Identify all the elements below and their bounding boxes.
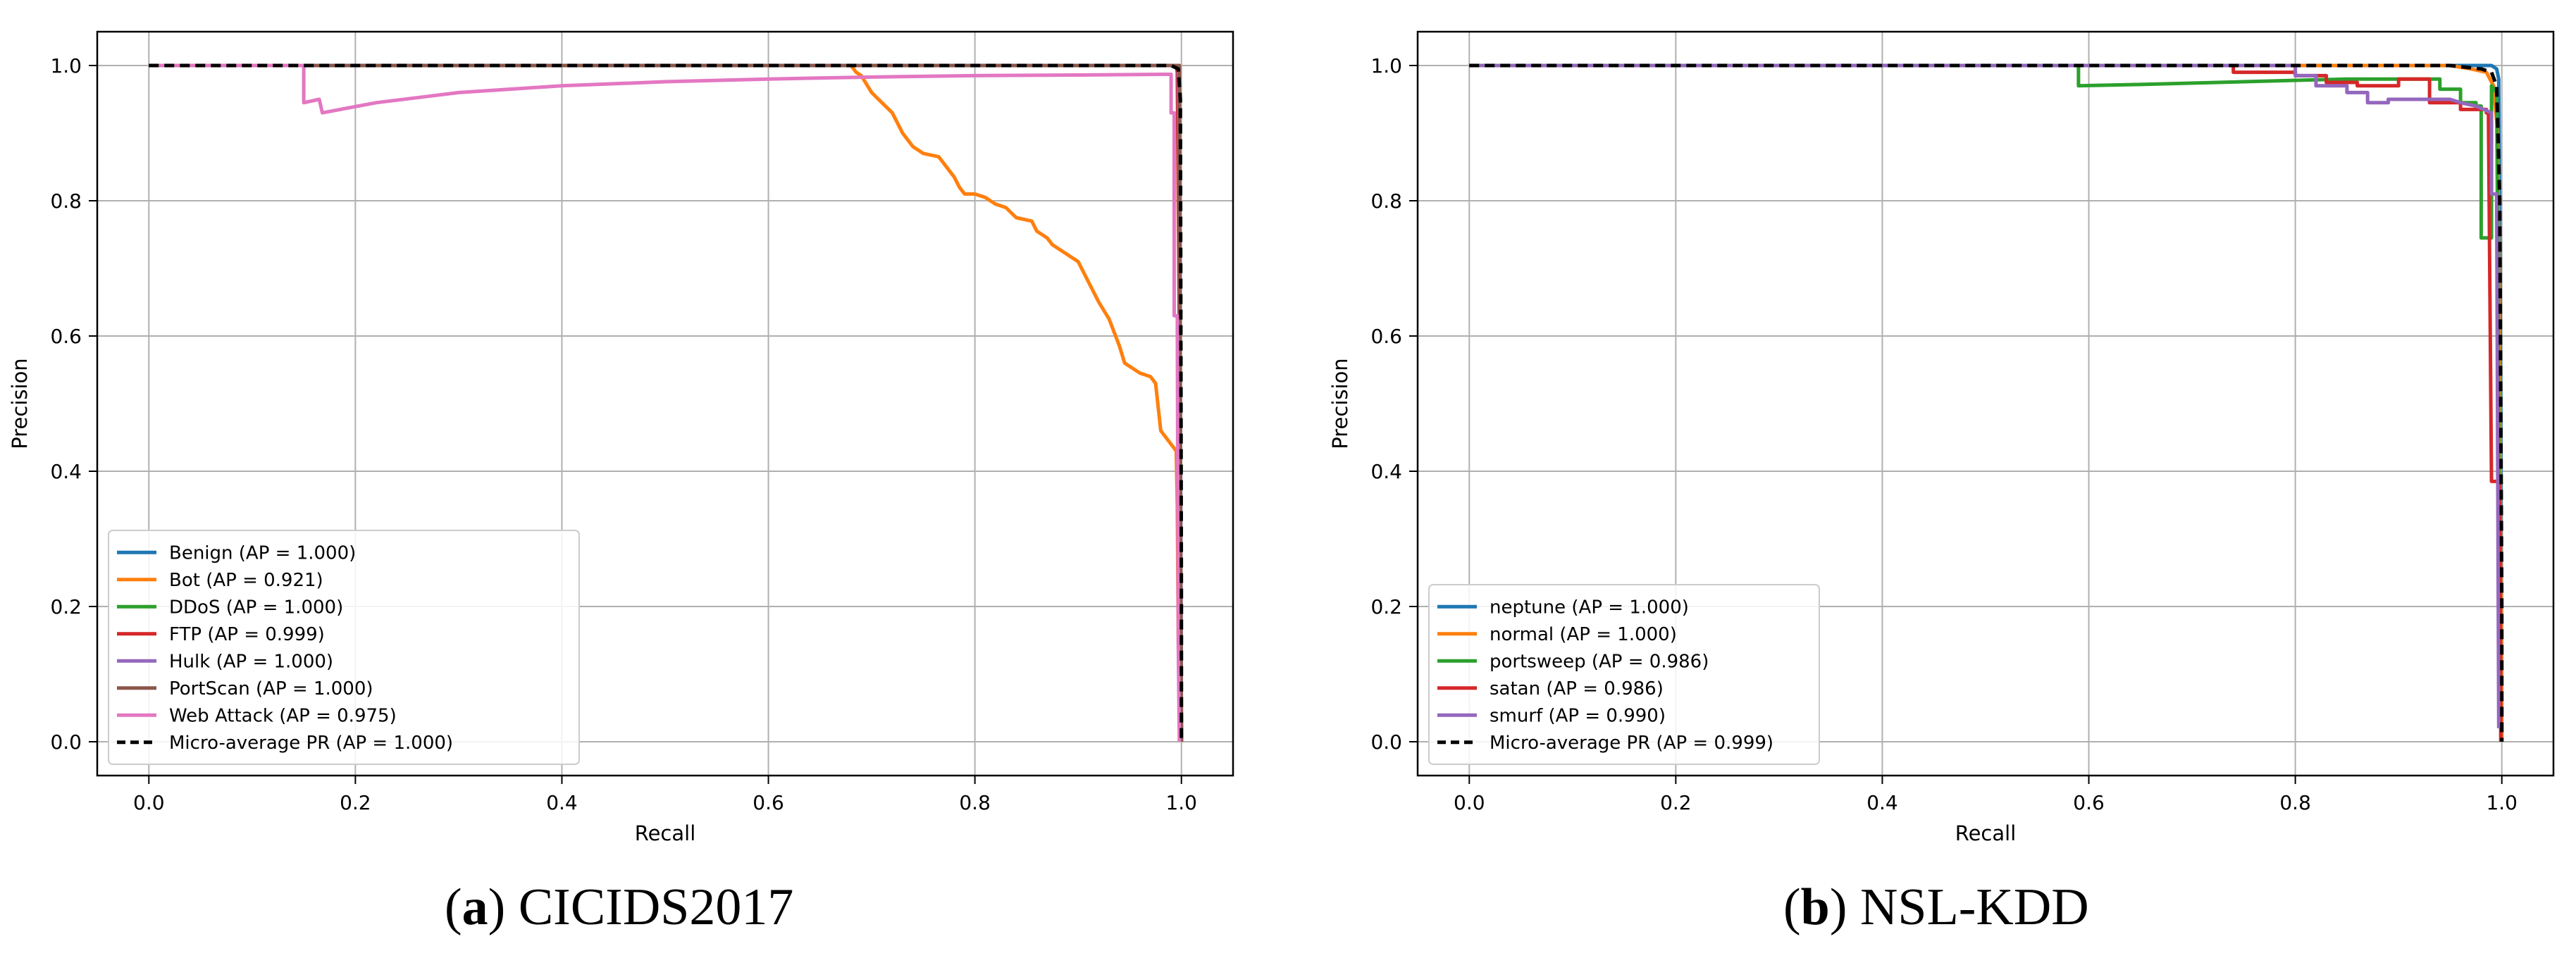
ticks-b: 0.0 0.2 0.4 0.6 0.8 1.0 0.0 0.2 0.4 0.6 0.8 1.0 <box>1370 54 2518 814</box>
legend-label: Hulk (AP = 1.000) <box>169 651 333 672</box>
y-tick-label: 0.4 <box>50 460 82 483</box>
caption-a: (a) CICIDS2017 <box>445 878 793 936</box>
legend-label: Web Attack (AP = 0.975) <box>169 705 397 726</box>
caption-a-letter: a <box>462 878 488 936</box>
x-tick-label: 0.8 <box>2279 791 2311 814</box>
legend-label: neptune (AP = 1.000) <box>1490 597 1689 618</box>
legend-b: neptune (AP = 1.000) normal (AP = 1.000) p… <box>1428 584 1820 765</box>
legend-label: normal (AP = 1.000) <box>1490 624 1677 645</box>
series-line <box>1469 63 2504 742</box>
y-tick-label: 0.6 <box>1370 325 1402 348</box>
legend-a: Benign (AP = 1.000) Bot (AP = 0.921) DDoS … <box>108 530 580 765</box>
legend-label: Benign (AP = 1.000) <box>169 542 356 564</box>
y-tick-label: 0.0 <box>1370 730 1402 754</box>
series-group-b <box>1469 63 2504 742</box>
svg-text:(b) NSL-KDD: (b) NSL-KDD <box>1783 878 2089 936</box>
x-axis-label: Recall <box>635 821 696 845</box>
x-tick-label: 0.2 <box>1660 791 1692 814</box>
y-tick-label: 0.8 <box>1370 189 1402 213</box>
x-tick-label: 1.0 <box>2486 791 2518 814</box>
legend-box <box>1428 584 1820 765</box>
series-line <box>149 63 1182 715</box>
x-tick-label: 0.8 <box>959 791 991 814</box>
plot-frame <box>96 30 1234 777</box>
legend-box <box>108 530 580 765</box>
series-group-a <box>149 63 1184 742</box>
y-tick-label: 0.2 <box>50 595 82 618</box>
caption-b-close: ) <box>1830 878 1860 936</box>
legend-label: PortScan (AP = 1.000) <box>169 678 373 699</box>
caption-a-close: ) <box>488 878 519 936</box>
chart-panel-b: 0.0 0.2 0.4 0.6 0.8 1.0 0.0 0.2 0.4 0.6 0.8 1.0 Reca… <box>1328 30 2555 845</box>
x-tick-label: 0.4 <box>546 791 578 814</box>
x-tick-label: 0.2 <box>340 791 371 814</box>
caption-b-letter: b <box>1801 878 1830 936</box>
ticks-a: 0.0 0.2 0.4 0.6 0.8 1.0 0.0 0.2 0.4 0.6 0.8 1.0 <box>50 54 1197 814</box>
caption-b-text: NSL-KDD <box>1860 878 2089 936</box>
legend-label: Bot (AP = 0.921) <box>169 570 323 591</box>
legend-label: Micro-average PR (AP = 1.000) <box>169 733 453 754</box>
caption-a-open: ( <box>445 878 462 936</box>
x-tick-label: 0.6 <box>2073 791 2105 814</box>
caption-b-open: ( <box>1783 878 1801 936</box>
y-tick-label: 0.6 <box>50 325 82 348</box>
y-tick-label: 1.0 <box>50 54 82 77</box>
y-axis-label: Precision <box>8 358 32 449</box>
legend-label: satan (AP = 0.986) <box>1490 678 1664 699</box>
legend-label: DDoS (AP = 1.000) <box>169 597 343 618</box>
x-tick-label: 0.0 <box>133 791 165 814</box>
series-line <box>149 63 1182 742</box>
legend-label: Micro-average PR (AP = 0.999) <box>1490 733 1773 754</box>
y-tick-label: 0.2 <box>1370 595 1402 618</box>
chart-panel-a: 0.0 0.2 0.4 0.6 0.8 1.0 0.0 0.2 0.4 0.6 0.8 1.0 Reca… <box>8 30 1234 845</box>
x-axis-label: Recall <box>1955 821 2017 845</box>
legend-label: smurf (AP = 0.990) <box>1490 705 1666 726</box>
caption-b: (b) NSL-KDD <box>1783 878 2089 936</box>
y-tick-label: 0.0 <box>50 730 82 754</box>
legend-label: portsweep (AP = 0.986) <box>1490 651 1709 672</box>
y-axis-label: Precision <box>1328 358 1352 449</box>
x-tick-label: 0.6 <box>753 791 784 814</box>
y-tick-label: 0.4 <box>1370 460 1402 483</box>
series-line <box>1469 63 2501 728</box>
y-tick-label: 1.0 <box>1370 54 1402 77</box>
series-line <box>149 63 1184 742</box>
caption-a-text: CICIDS2017 <box>519 878 794 936</box>
x-tick-label: 0.0 <box>1454 791 1485 814</box>
x-tick-label: 1.0 <box>1165 791 1197 814</box>
legend-label: FTP (AP = 0.999) <box>169 624 325 645</box>
y-tick-label: 0.8 <box>50 189 82 213</box>
plot-frame <box>1416 30 2555 777</box>
svg-text:(a) CICIDS2017: (a) CICIDS2017 <box>445 878 793 936</box>
x-tick-label: 0.4 <box>1866 791 1898 814</box>
